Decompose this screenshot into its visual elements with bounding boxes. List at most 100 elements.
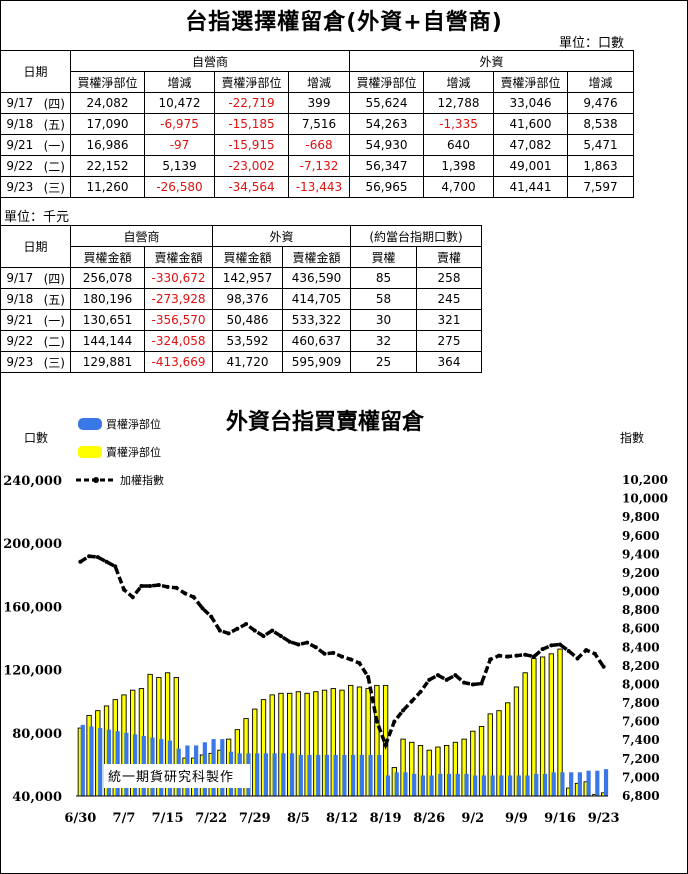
- table-row: 9/21 (一) 130,651 -356,570 50,486 533,322 30 321: [0, 309, 482, 331]
- table-cell: 144,144: [70, 330, 145, 352]
- table-cell: 256,078: [70, 267, 145, 289]
- row-weekday: (五): [38, 113, 71, 135]
- table-cell: -22,719: [214, 92, 289, 114]
- column-header: 賣權: [416, 246, 482, 268]
- amounts-table: 日期 自營商 外資 (約當台指期口數) 買權金額 賣權金額 買權金額 賣權金額 買權 賣權…: [0, 225, 482, 373]
- unit-label-mid: 單位：千元: [4, 210, 70, 225]
- table-cell: 321: [416, 309, 482, 331]
- table-cell: 24,082: [70, 92, 145, 114]
- table-cell: 41,720: [212, 351, 283, 373]
- table-cell: 245: [416, 288, 482, 310]
- table-cell: 11,260: [70, 176, 145, 198]
- column-header: 增減: [288, 71, 350, 93]
- table-cell: 5,471: [567, 134, 634, 156]
- row-weekday: (五): [38, 288, 71, 310]
- row-weekday: (二): [38, 330, 71, 352]
- table-cell: -34,564: [214, 176, 289, 198]
- table-cell: 54,930: [349, 134, 424, 156]
- group-header-foreign: 外資: [349, 50, 634, 72]
- table-row: 9/18 (五) 17,090 -6,975 -15,185 7,516 54,263 -1,…: [0, 113, 634, 135]
- row-date: 9/22: [0, 330, 39, 352]
- table-cell: 12,788: [423, 92, 494, 114]
- table-cell: 4,700: [423, 176, 494, 198]
- column-header: 賣權淨部位: [214, 71, 289, 93]
- row-date: 9/22: [0, 155, 39, 177]
- row-date: 9/21: [0, 134, 39, 156]
- row-weekday: (一): [38, 309, 71, 331]
- row-weekday: (四): [38, 267, 71, 289]
- table-cell: -356,570: [144, 309, 213, 331]
- row-date: 9/18: [0, 288, 39, 310]
- table-cell: -15,915: [214, 134, 289, 156]
- table-row: 9/21 (一) 16,986 -97 -15,915 -668 54,930 640 47,0…: [0, 134, 634, 156]
- table-cell: -6,975: [144, 113, 215, 135]
- table-row: 9/23 (三) 129,881 -413,669 41,720 595,909 25 364: [0, 351, 482, 373]
- table-cell: -26,580: [144, 176, 215, 198]
- table-cell: 55,624: [349, 92, 424, 114]
- table-cell: 53,592: [212, 330, 283, 352]
- table-cell: 129,881: [70, 351, 145, 373]
- table-cell: 49,001: [493, 155, 568, 177]
- table-row: 9/22 (二) 22,152 5,139 -23,002 -7,132 56,347 1,3…: [0, 155, 634, 177]
- table-cell: -23,002: [214, 155, 289, 177]
- table-cell: 533,322: [282, 309, 351, 331]
- group-header-foreign: 外資: [212, 225, 351, 247]
- chart-title: 外資台指買賣權留倉: [225, 410, 424, 435]
- table-cell: -7,132: [288, 155, 350, 177]
- table-cell: -97: [144, 134, 215, 156]
- row-weekday: (三): [38, 176, 71, 198]
- table-cell: 1,398: [423, 155, 494, 177]
- table-cell: 50,486: [212, 309, 283, 331]
- table-cell: 98,376: [212, 288, 283, 310]
- page-title: 台指選擇權留倉(外資+自營商): [185, 10, 503, 35]
- table-cell: 640: [423, 134, 494, 156]
- table-cell: 8,538: [567, 113, 634, 135]
- table-cell: 130,651: [70, 309, 145, 331]
- table-cell: 33,046: [493, 92, 568, 114]
- table-cell: 32: [350, 330, 417, 352]
- table-row: 9/23 (三) 11,260 -26,580 -34,564 -13,443 56,965…: [0, 176, 634, 198]
- row-date: 9/23: [0, 351, 39, 373]
- table-cell: 85: [350, 267, 417, 289]
- table-cell: 142,957: [212, 267, 283, 289]
- table-row: 9/17 (四) 256,078 -330,672 142,957 436,590 85 25…: [0, 267, 482, 289]
- table-cell: 7,516: [288, 113, 350, 135]
- row-date: 9/23: [0, 176, 39, 198]
- unit-label-top: 單位：口數: [558, 36, 624, 51]
- column-header: 賣權金額: [144, 246, 213, 268]
- table-cell: 399: [288, 92, 350, 114]
- table-cell: 7,597: [567, 176, 634, 198]
- table-cell: 56,347: [349, 155, 424, 177]
- column-header: 買權金額: [212, 246, 283, 268]
- row-weekday: (三): [38, 351, 71, 373]
- column-header: 賣權淨部位: [493, 71, 568, 93]
- table-cell: 1,863: [567, 155, 634, 177]
- table-cell: 460,637: [282, 330, 351, 352]
- column-header: 增減: [567, 71, 634, 93]
- table-cell: 54,263: [349, 113, 424, 135]
- table-cell: 16,986: [70, 134, 145, 156]
- table-row: 9/22 (二) 144,144 -324,058 53,592 460,637 32 275: [0, 330, 482, 352]
- table-row: 9/18 (五) 180,196 -273,928 98,376 414,705 58 245: [0, 288, 482, 310]
- table-cell: 595,909: [282, 351, 351, 373]
- table-cell: 9,476: [567, 92, 634, 114]
- row-date: 9/17: [0, 92, 39, 114]
- table-cell: 41,441: [493, 176, 568, 198]
- table-cell: 25: [350, 351, 417, 373]
- row-weekday: (一): [38, 134, 71, 156]
- column-header: 增減: [144, 71, 215, 93]
- table-cell: 258: [416, 267, 482, 289]
- table-cell: 436,590: [282, 267, 351, 289]
- column-header: 買權淨部位: [70, 71, 145, 93]
- column-header: 買權: [350, 246, 417, 268]
- table-cell: -330,672: [144, 267, 213, 289]
- table-cell: 10,472: [144, 92, 215, 114]
- table-cell: -13,443: [288, 176, 350, 198]
- column-header: 賣權金額: [282, 246, 351, 268]
- column-header: 增減: [423, 71, 494, 93]
- positions-table: 日期 自營商 外資 買權淨部位 增減 賣權淨部位 增減 買權淨部位 增減 賣權淨部位 增減 9…: [0, 50, 634, 198]
- table-cell: 275: [416, 330, 482, 352]
- row-date: 9/18: [0, 113, 39, 135]
- row-date: 9/21: [0, 309, 39, 331]
- row-date: 9/17: [0, 267, 39, 289]
